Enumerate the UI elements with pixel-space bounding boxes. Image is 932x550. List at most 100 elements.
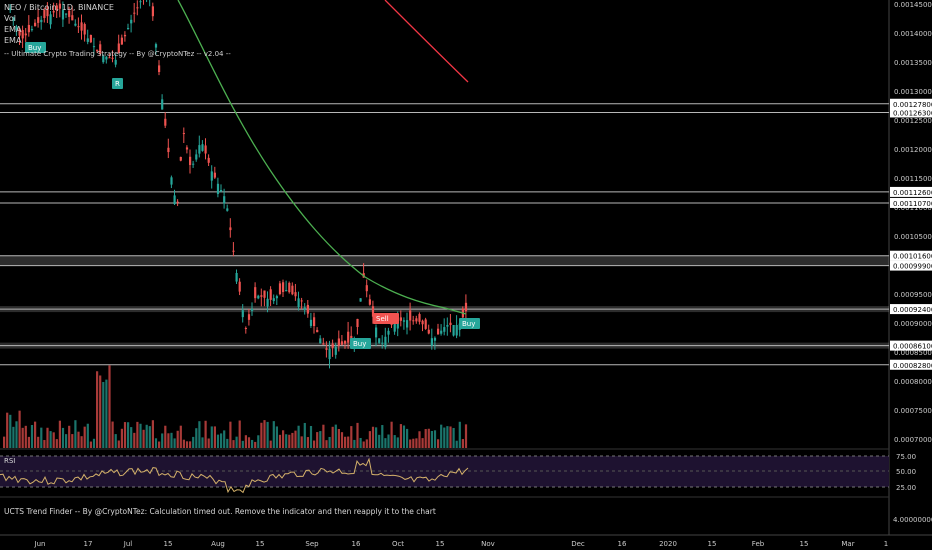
time-tick: 1 [884,540,888,548]
volume-bar [80,436,83,448]
volume-bar [269,440,272,448]
candle-body [86,38,89,42]
candle-body [71,15,74,21]
candle-body [269,289,272,300]
candle-body [173,195,176,205]
volume-bar [452,427,455,448]
volume-bar [294,430,297,448]
candle-body [232,250,235,252]
candle-body [263,290,266,298]
volume-bar [288,434,291,448]
volume-bar [278,434,282,448]
volume-bar [61,427,65,448]
candle-body [266,298,269,307]
candle-body [251,309,254,311]
volume-bar [362,441,365,448]
legend-strategy[interactable]: -- Ultimate Crypto Trading Strategy -- B… [4,50,231,58]
candle-body [291,285,294,295]
volume-bar [55,439,58,448]
volume-bar [164,425,167,448]
volume-bar [247,437,251,448]
volume-bar [378,434,381,448]
candle-body [415,318,418,322]
volume-bar [71,434,74,448]
candle-body [89,34,92,43]
candle-body [424,319,427,329]
volume-bar [158,441,161,448]
signal-label: Buy [28,44,41,52]
candle-body [220,190,223,192]
candle-body [133,12,136,14]
volume-bar [68,425,71,448]
candle-body [387,330,390,335]
candle-body [223,196,226,204]
candlesticks[interactable] [3,0,468,369]
candle-body [139,1,142,3]
candle-body [303,307,306,310]
time-tick: Mar [841,540,854,548]
volume-bar [204,420,207,448]
level-label-bg [890,197,932,208]
candle-body [96,49,99,51]
volume-bar [424,429,427,448]
time-axis[interactable]: Jun 17 Jul 15 Aug 15 Sep 16 Oct 15 Nov Dec 16 2020 15 F… [34,540,889,548]
volume-bar [272,421,275,448]
time-tick: 17 [84,540,93,548]
candle-body [136,7,139,9]
candle-body [464,302,468,312]
candle-body [313,317,316,326]
volume-bar [216,434,220,448]
level-label-bg [890,250,932,261]
candle-body [43,10,46,19]
candle-body [347,331,350,343]
candle-body [114,59,117,65]
candle-body [440,330,443,334]
volume-bar [18,410,21,448]
candle-body [99,44,102,54]
rsi-label[interactable]: RSI [4,457,16,465]
volume-bar [300,436,303,448]
time-tick: Dec [571,540,585,548]
level-label-bg [890,107,932,118]
volume-bar [337,429,340,448]
level-label: 0.00112600 [893,189,932,197]
level-label-bg [890,186,932,197]
rsi-line[interactable] [0,457,469,494]
volume-bar [430,430,433,448]
time-tick: Oct [392,540,404,548]
candle-body [254,287,257,299]
ema-slow-line[interactable] [384,0,469,83]
legend-vol[interactable]: Vol [4,14,16,23]
candle-body [120,37,123,45]
volume-bar [27,436,30,448]
candle-body [151,6,154,17]
volume-bar [210,426,213,448]
level-label: 0.00110700 [893,200,932,208]
ema-fast-line[interactable] [177,0,467,315]
candle-body [198,145,201,154]
candle-body [182,133,185,135]
candle-body [213,172,216,178]
candle-body [192,163,195,165]
volume-bar [192,436,195,448]
volume-bar [198,421,201,448]
volume-bar [220,433,223,448]
candle-body [235,273,238,282]
volume-bar [340,432,344,448]
candle-body [154,44,158,48]
volume-bar [86,423,89,448]
volume-bar [316,432,319,448]
volume-bar [464,424,468,448]
candle-body [164,118,167,126]
symbol-title[interactable]: NEO / Bitcoin, 1D, BINANCE [4,3,114,12]
candle-body [15,26,18,31]
legend-ema-2[interactable]: EMA [4,36,22,45]
legend-ema-1[interactable]: EMA [4,25,22,34]
